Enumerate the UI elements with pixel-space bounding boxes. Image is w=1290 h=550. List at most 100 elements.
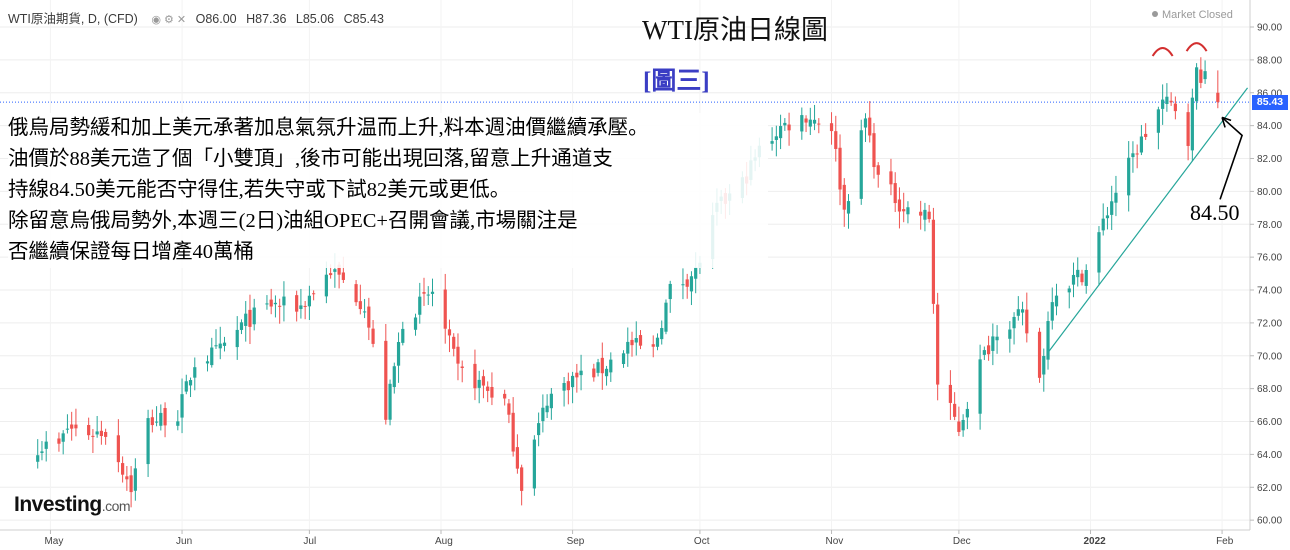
candle-body [1046, 321, 1050, 360]
logo-text: Investing [14, 493, 102, 516]
time-axis: May Jun Jul Aug Sep Oct Nov Dec 2022 Feb [44, 530, 1234, 547]
commentary-text: 俄烏局勢緩和加上美元承著加息氣氛升温而上升,料本週油價繼續承壓。 油價於88美元… [8, 113, 768, 268]
candle-body [295, 295, 299, 312]
x-tick-label: Aug [435, 536, 453, 547]
candle-body [1199, 69, 1203, 83]
candle-body [447, 329, 452, 336]
candle-body [133, 468, 137, 491]
candle-body [1101, 218, 1105, 231]
candle-body [685, 279, 689, 287]
candle-body [265, 303, 269, 305]
y-tick-label: 68.00 [1257, 384, 1282, 395]
candle-body [634, 338, 638, 343]
candle-body [116, 435, 120, 463]
candle-body [329, 273, 333, 276]
candle-body [1076, 269, 1080, 278]
candle-body [384, 340, 388, 420]
candle-body [1050, 302, 1054, 321]
candle-body [1008, 329, 1012, 339]
investing-logo: Investing.com [14, 493, 131, 517]
candle-body [515, 447, 519, 469]
candle-body [893, 183, 897, 204]
x-tick-label: Oct [694, 536, 710, 547]
candle-body [362, 311, 367, 313]
candle-body [774, 136, 778, 140]
candle-body [184, 381, 188, 392]
legend-tool-icons[interactable]: ◉ ⚙ ✕ [151, 14, 187, 26]
candle-body [154, 421, 159, 423]
symbol-name[interactable]: WTI原油期貨, D, (CFD) [8, 12, 138, 26]
status-dot-icon [1152, 11, 1158, 17]
candle-body [936, 304, 940, 385]
candle-body [1080, 273, 1084, 283]
chart-subtitle: [圖三] [643, 68, 710, 95]
candle-body [193, 367, 197, 378]
candle-body [392, 366, 396, 388]
candle-body [1131, 153, 1135, 158]
market-status-text: Market Closed [1162, 9, 1233, 21]
candle-body [418, 296, 422, 315]
candle-body [239, 322, 244, 330]
candle-body [621, 353, 626, 365]
candle-body [95, 431, 99, 435]
price-axis: 60.00 62.00 64.00 66.00 68.00 70.00 72.00 74.00… [0, 0, 1282, 531]
candle-body [235, 329, 239, 348]
candle-body [868, 117, 872, 136]
candle-body [812, 119, 817, 124]
x-tick-label: Feb [1216, 536, 1234, 547]
candle-body [1139, 136, 1144, 153]
candle-body [817, 123, 821, 125]
candle-body [70, 424, 74, 429]
y-tick-label: 70.00 [1257, 351, 1282, 362]
candle-body [1054, 295, 1059, 307]
y-tick-label: 76.00 [1257, 253, 1282, 264]
candle-body [957, 421, 961, 432]
candle-body [1173, 103, 1177, 112]
candle-body [1190, 97, 1194, 151]
candle-body [99, 430, 103, 437]
candle-body [1114, 192, 1118, 203]
y-tick-label: 90.00 [1257, 23, 1282, 34]
candle-body [473, 363, 477, 389]
candle-body [244, 313, 248, 326]
candle-body [307, 295, 311, 307]
candle-body [121, 463, 125, 475]
candle-body [931, 219, 936, 304]
candle-body [214, 345, 218, 347]
candle-body [575, 372, 579, 378]
double-top-arc [1185, 42, 1208, 52]
candle-body [44, 441, 48, 449]
candle-body [986, 345, 991, 355]
ohlc-low: L85.06 [295, 12, 335, 26]
candle-body [948, 384, 952, 403]
candle-body [787, 124, 791, 131]
candle-body [452, 336, 456, 349]
candle-body [804, 118, 808, 123]
candle-body [570, 375, 575, 388]
candle-body [919, 211, 923, 216]
candle-body [961, 419, 965, 431]
candle-body [146, 418, 150, 465]
candle-body [562, 383, 566, 391]
support-trendline [1047, 87, 1249, 353]
candle-body [490, 386, 494, 398]
candle-body [481, 376, 486, 386]
candle-body [312, 293, 316, 295]
commentary-line: 油價於88美元造了個「小雙頂」,後市可能出現回落,留意上升通道支 [8, 148, 613, 170]
candle-body [273, 302, 278, 305]
candle-body [507, 403, 511, 415]
candle-body [222, 342, 227, 346]
candle-body [1097, 232, 1101, 273]
last-price-tag: 85.43 [1252, 94, 1288, 110]
candle-body [1135, 153, 1139, 155]
candle-body [600, 357, 604, 374]
candle-body [282, 296, 286, 306]
candle-body [846, 201, 851, 214]
candle-body [927, 211, 931, 220]
candle-body [163, 408, 167, 426]
candle-body [396, 342, 401, 366]
x-tick-label: May [44, 536, 63, 547]
candle-body [953, 403, 957, 417]
candle-body [388, 383, 392, 420]
candle-body [1012, 316, 1016, 329]
